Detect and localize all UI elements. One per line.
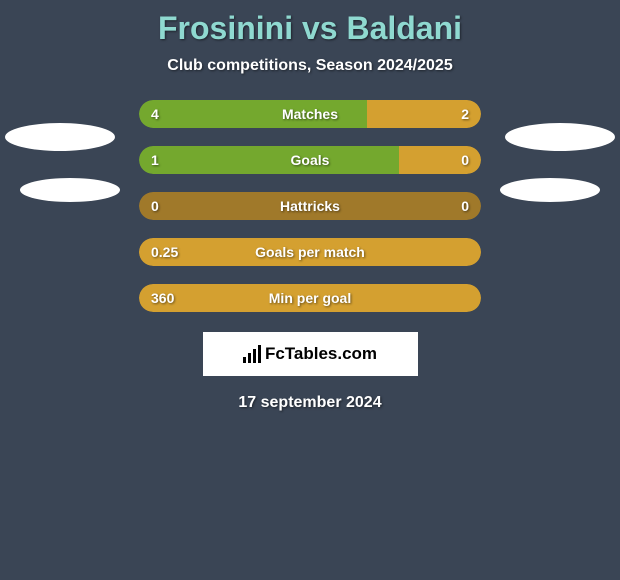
oval-decoration [5, 123, 115, 151]
page-subtitle: Club competitions, Season 2024/2025 [0, 57, 620, 75]
stat-label: Goals per match [255, 244, 365, 260]
stat-label: Hattricks [280, 198, 340, 214]
stat-row: 0.25 Goals per match [139, 238, 481, 266]
logo-content: FcTables.com [243, 344, 377, 364]
stat-row: 0 Hattricks 0 [139, 192, 481, 220]
stat-bar-left [139, 146, 399, 174]
stat-value-right: 2 [461, 106, 469, 122]
stat-row: 4 Matches 2 [139, 100, 481, 128]
stat-value-left: 0.25 [151, 244, 178, 260]
oval-decoration [500, 178, 600, 202]
stat-value-left: 1 [151, 152, 159, 168]
oval-decoration [505, 123, 615, 151]
stat-value-left: 0 [151, 198, 159, 214]
stat-row: 360 Min per goal [139, 284, 481, 312]
stat-value-right: 0 [461, 198, 469, 214]
stat-value-left: 4 [151, 106, 159, 122]
stat-value-left: 360 [151, 290, 174, 306]
page-title: Frosinini vs Baldani [0, 10, 620, 47]
stat-value-right: 0 [461, 152, 469, 168]
stat-label: Min per goal [269, 290, 351, 306]
oval-decoration [20, 178, 120, 202]
header: Frosinini vs Baldani Club competitions, … [0, 0, 620, 75]
stat-label: Matches [282, 106, 338, 122]
stat-row: 1 Goals 0 [139, 146, 481, 174]
logo-box: FcTables.com [203, 332, 418, 376]
stat-label: Goals [291, 152, 330, 168]
logo-text: FcTables.com [265, 344, 377, 364]
chart-icon [243, 345, 261, 363]
footer-date: 17 september 2024 [0, 394, 620, 412]
